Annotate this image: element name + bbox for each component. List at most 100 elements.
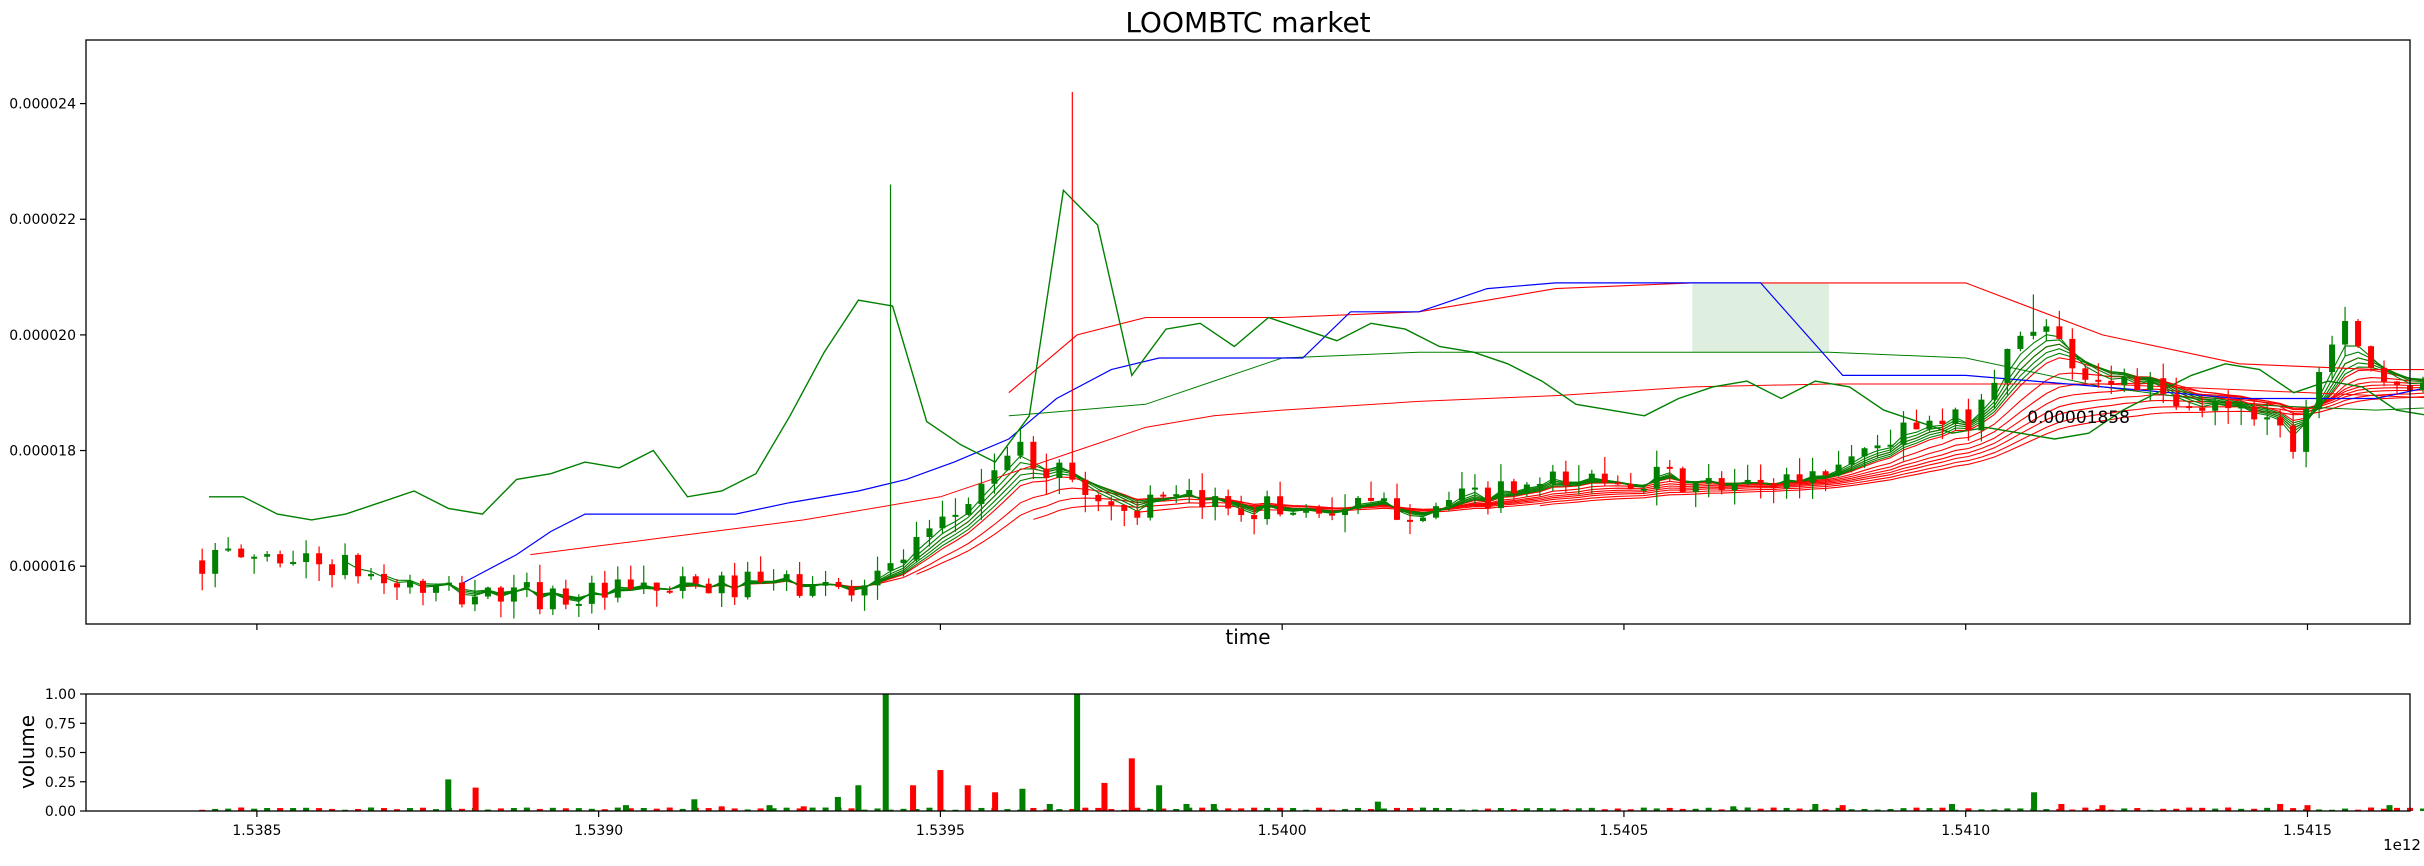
candle-body (225, 549, 231, 551)
candle-body (1199, 490, 1205, 507)
candle-body (511, 587, 517, 601)
candle-body (628, 579, 634, 588)
candle-body (641, 583, 647, 589)
candle-body (1784, 474, 1790, 488)
candle-body (537, 582, 543, 609)
candle-body (199, 560, 205, 573)
candle-body (2134, 377, 2140, 390)
candle-body (1745, 480, 1751, 484)
candle-body (1615, 482, 1621, 484)
volume-bar (1156, 785, 1162, 811)
candle-body (732, 575, 738, 597)
candle-body (1108, 501, 1114, 505)
candle-body (1173, 494, 1179, 496)
volume-bar (855, 785, 861, 811)
candle-body (952, 515, 958, 517)
volume-x-tick-label: 1.5410 (1941, 823, 1990, 839)
candle-body (1706, 478, 1712, 483)
candle-body (1342, 509, 1348, 515)
candle-body (563, 588, 569, 604)
candle-body (277, 554, 283, 563)
volume-bar (2031, 792, 2037, 811)
candle-body (2381, 368, 2387, 382)
candle-body (1810, 471, 1816, 482)
candle-body (2420, 382, 2424, 390)
candle-body (394, 583, 400, 587)
candle-body (1952, 409, 1958, 424)
candle-body (615, 579, 621, 597)
candle-body (849, 587, 855, 595)
price-y-tick-label: 0.000018 (9, 444, 76, 460)
volume-x-tick-label: 1.5385 (232, 823, 281, 839)
candle-body (2108, 381, 2114, 385)
candle-body (926, 528, 932, 537)
candle-body (238, 549, 244, 558)
candle-body (862, 585, 868, 595)
candle-body (2264, 417, 2270, 419)
candle-body (2043, 326, 2049, 331)
price-y-tick-label: 0.000024 (9, 97, 76, 113)
candle-body (2082, 368, 2088, 379)
candle-body (1563, 472, 1569, 486)
candle-body (1212, 496, 1218, 507)
candle-body (1511, 481, 1517, 493)
candle-body (264, 554, 270, 557)
price-x-axis-label: time (1225, 625, 1270, 649)
volume-x-tick-label: 1.5395 (916, 823, 965, 839)
candle-body (1732, 484, 1738, 490)
candle-body (2017, 336, 2023, 349)
volume-bar (2099, 805, 2105, 811)
volume-y-tick-label: 0.25 (45, 775, 76, 791)
price-y-tick-label: 0.000016 (9, 559, 76, 575)
candle-body (1316, 508, 1322, 513)
candle-body (212, 550, 218, 574)
volume-bar (2386, 805, 2392, 811)
candle-body (939, 517, 945, 529)
volume-bar (2058, 804, 2064, 811)
candle-body (2355, 321, 2361, 346)
candle-body (407, 581, 413, 588)
candle-body (2329, 345, 2335, 372)
candle-body (1160, 495, 1166, 497)
candle-body (1537, 484, 1543, 486)
candle-body (2212, 401, 2218, 411)
candle-body (1485, 488, 1491, 509)
volume-bar (2420, 809, 2424, 811)
candle-body (1355, 498, 1361, 509)
candle-body (1264, 496, 1270, 519)
candle-body (1862, 448, 1868, 456)
volume-bar (1074, 694, 1080, 811)
volume-bar (1211, 804, 1217, 811)
volume-bar (1840, 805, 1846, 811)
volume-y-tick-label: 0.50 (45, 746, 76, 762)
candle-body (2290, 425, 2296, 451)
candle-body (602, 583, 608, 598)
candle-body (1056, 463, 1062, 478)
candle-body (1004, 456, 1010, 471)
candle-body (1238, 508, 1244, 515)
candle-body (433, 585, 439, 593)
candle-body (797, 574, 803, 596)
volume-bar (1129, 758, 1135, 811)
candle-body (1017, 442, 1023, 456)
volume-y-axis-label: volume (15, 715, 39, 789)
candle-body (472, 597, 478, 605)
volume-bar (801, 806, 807, 811)
candle-body (1082, 480, 1088, 495)
candle-body (2316, 372, 2322, 409)
volume-bar (1812, 804, 1818, 811)
candle-body (485, 588, 491, 597)
candle-body (2121, 377, 2127, 385)
candle-body (1290, 513, 1296, 515)
candle-body (1576, 482, 1582, 485)
candle-body (2160, 378, 2166, 394)
candle-body (680, 576, 686, 591)
candle-body (1277, 496, 1283, 514)
candle-body (758, 572, 764, 582)
volume-bar (767, 805, 773, 811)
candle-body (1926, 421, 1932, 430)
candle-body (2056, 326, 2062, 339)
candle-body (1394, 498, 1400, 520)
candle-body (1628, 484, 1634, 489)
